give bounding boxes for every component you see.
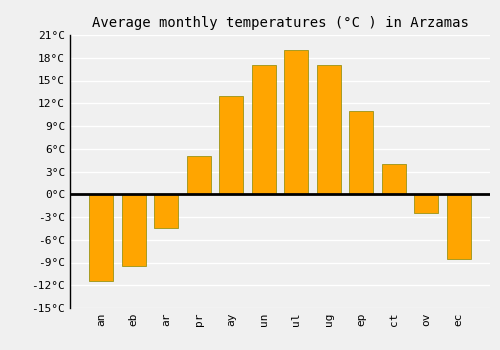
Bar xyxy=(349,111,374,194)
Bar xyxy=(446,194,471,259)
Bar xyxy=(89,194,114,281)
Bar xyxy=(122,194,146,266)
Bar xyxy=(284,50,308,194)
Bar xyxy=(316,65,341,194)
Bar xyxy=(382,164,406,194)
Bar xyxy=(219,96,244,194)
Title: Average monthly temperatures (°C ) in Arzamas: Average monthly temperatures (°C ) in Ar… xyxy=(92,16,468,30)
Bar xyxy=(252,65,276,194)
Bar xyxy=(154,194,178,229)
Bar xyxy=(414,194,438,213)
Bar xyxy=(186,156,211,194)
